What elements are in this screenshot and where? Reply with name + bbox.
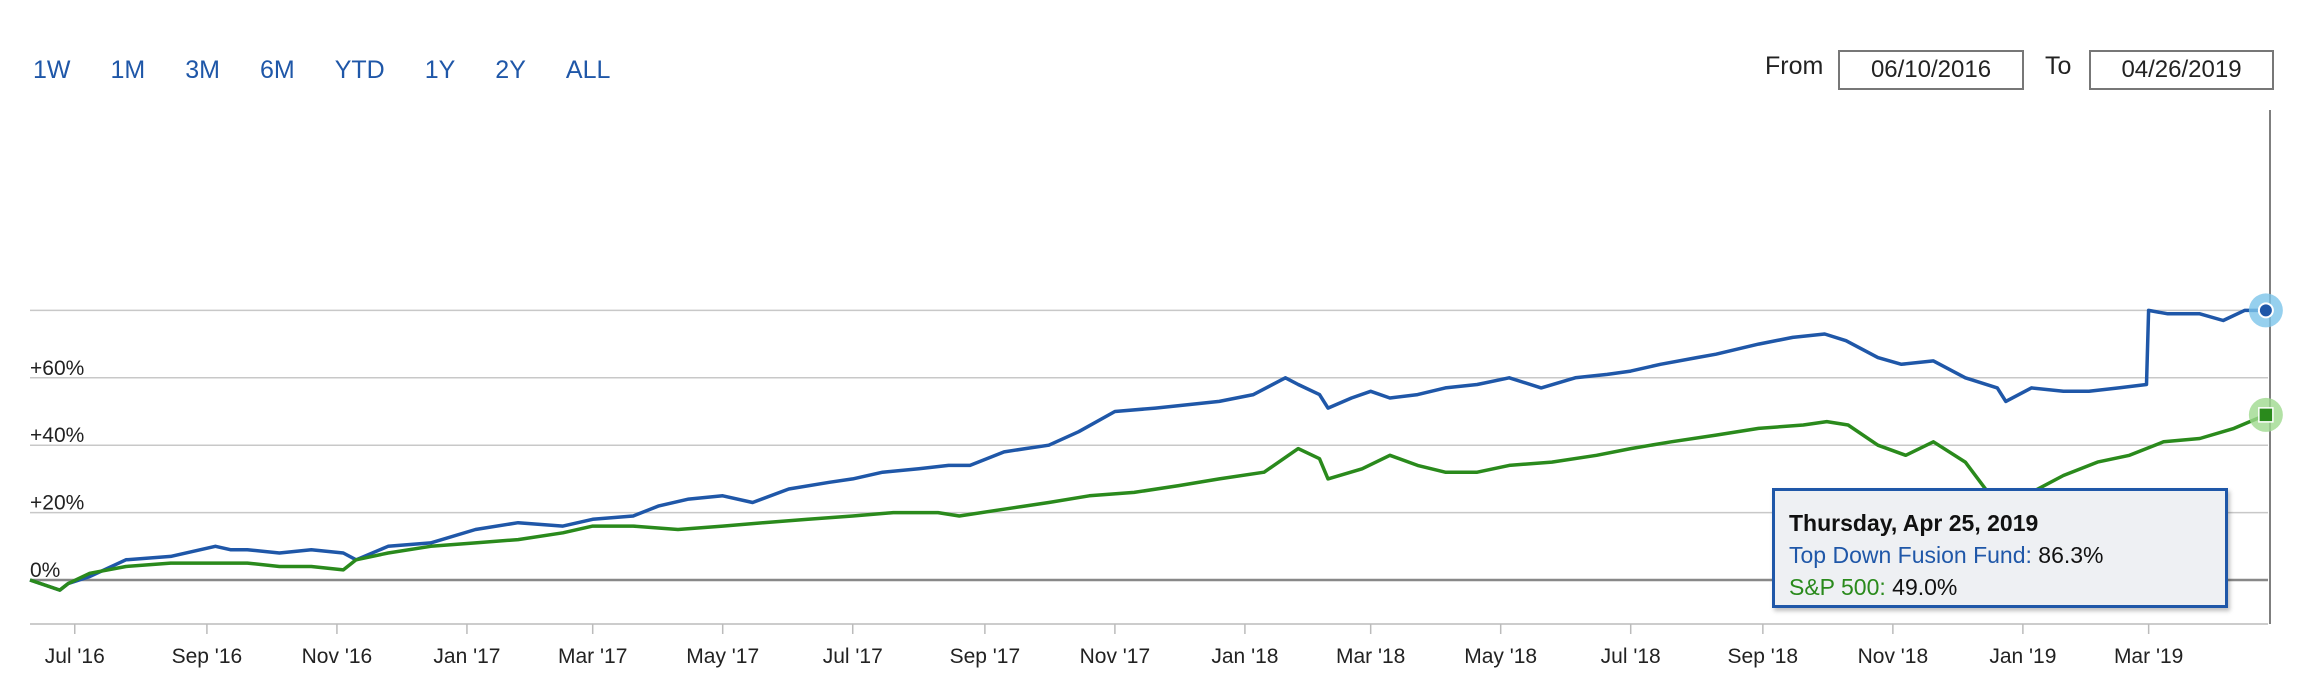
x-tick-label: Jul '16 [45, 645, 105, 668]
y-tick-label: 0% [30, 559, 60, 582]
chart-tooltip: Thursday, Apr 25, 2019 Top Down Fusion F… [1772, 488, 2228, 608]
x-tick-label: Nov '17 [1080, 645, 1151, 668]
x-tick-label: Jan '17 [433, 645, 500, 668]
fund-line [29, 308, 2266, 592]
tooltip-series2-name: S&P 500 [1789, 574, 1880, 600]
fund-end-marker [2257, 302, 2274, 319]
range-selector: 1W 1M 3M 6M YTD 1Y 2Y ALL [33, 56, 610, 85]
range-button-1w[interactable]: 1W [33, 56, 71, 84]
y-tick-label: +60% [30, 357, 84, 380]
x-tick-label: Nov '18 [1858, 645, 1929, 668]
from-label: From [1765, 52, 1824, 80]
x-tick-label: May '17 [686, 645, 759, 668]
to-label: To [2045, 52, 2072, 80]
tooltip-date: Thursday, Apr 25, 2019 [1789, 510, 2039, 536]
x-tick-label: Jul '18 [1601, 645, 1661, 668]
range-button-ytd[interactable]: YTD [334, 56, 385, 84]
x-tick-label: May '18 [1464, 645, 1537, 668]
x-tick-label: Sep '18 [1728, 645, 1799, 668]
x-tick-label: Sep '16 [172, 645, 243, 668]
x-tick-label: Jan '18 [1211, 645, 1278, 668]
x-tick-label: Nov '16 [302, 645, 373, 668]
to-date-input[interactable]: 04/26/2019 [2089, 50, 2274, 90]
x-tick-label: Mar '19 [2114, 645, 2183, 668]
tooltip-series1-value: 86.3% [2038, 542, 2104, 568]
range-button-2y[interactable]: 2Y [495, 56, 526, 84]
x-tick-label: Mar '17 [558, 645, 627, 668]
x-tick-label: Mar '18 [1336, 645, 1405, 668]
range-button-1m[interactable]: 1M [110, 56, 146, 84]
range-button-all[interactable]: ALL [565, 56, 611, 84]
x-tick-label: Jul '17 [823, 645, 883, 668]
from-date-input[interactable]: 06/10/2016 [1838, 50, 2024, 90]
tooltip-series2-value: 49.0% [1892, 574, 1958, 600]
sp500-end-marker [2258, 407, 2274, 423]
sp500-line [29, 413, 2267, 592]
y-tick-label: +40% [30, 424, 84, 447]
x-tick-label: Sep '17 [950, 645, 1021, 668]
x-tick-label: Jan '19 [1989, 645, 2056, 668]
tooltip-series1-name: Top Down Fusion Fund [1789, 542, 2026, 568]
range-button-1y[interactable]: 1Y [424, 56, 456, 84]
range-button-6m[interactable]: 6M [259, 56, 295, 84]
range-button-3m[interactable]: 3M [185, 56, 220, 84]
y-tick-label: +20% [30, 492, 84, 515]
